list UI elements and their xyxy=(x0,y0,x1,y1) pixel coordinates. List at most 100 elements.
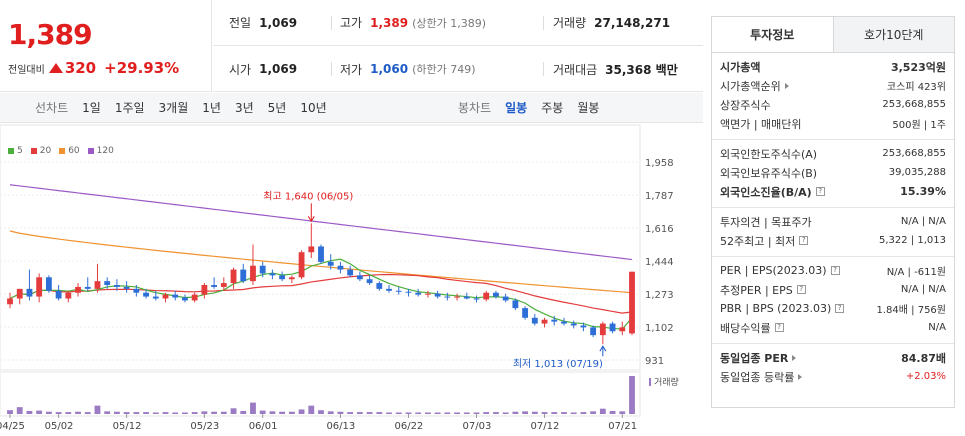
period-3y-button[interactable]: 3년 xyxy=(234,101,254,115)
info-label[interactable]: 동일업종 PER xyxy=(720,351,789,365)
legend-ma20: 20 xyxy=(30,146,51,156)
volume-bar xyxy=(36,410,43,414)
info-row: 동일업종 PER 84.87배 xyxy=(720,348,946,367)
info-label-wrap: 배당수익률? xyxy=(720,320,784,336)
candle-body xyxy=(65,292,72,299)
help-icon[interactable]: ? xyxy=(796,285,806,294)
candle-chart-button[interactable]: 봉차트 xyxy=(458,101,492,115)
x-tick-label: 04/25 xyxy=(0,421,25,432)
help-icon[interactable]: ? xyxy=(799,236,809,245)
info-row: 시가총액순위 코스피 423위 xyxy=(720,76,946,95)
daily-candle-button[interactable]: 일봉 xyxy=(505,101,528,115)
candle-body xyxy=(376,283,383,289)
volume-bar xyxy=(395,412,402,414)
volume-bar xyxy=(162,412,169,414)
candle-body xyxy=(531,317,538,324)
volume-bar xyxy=(551,412,558,414)
period-1w-button[interactable]: 1주일 xyxy=(114,101,145,115)
period-1y-button[interactable]: 1년 xyxy=(202,101,221,115)
help-icon[interactable]: ? xyxy=(774,323,784,332)
arrow-right-icon[interactable] xyxy=(792,354,797,361)
monthly-candle-button[interactable]: 월봉 xyxy=(577,101,600,115)
info-label[interactable]: 추정PER | EPS xyxy=(720,283,793,297)
volume-bar xyxy=(152,412,159,414)
info-label[interactable]: 시가총액순위 xyxy=(720,79,781,93)
candle-body xyxy=(298,252,305,278)
help-icon[interactable]: ? xyxy=(830,266,840,275)
candle-body xyxy=(250,265,256,282)
volume-bar xyxy=(531,411,538,414)
change-value: 320 xyxy=(64,59,97,77)
info-label-wrap: 외국인소진율(B/A)? xyxy=(720,184,825,200)
candle-body xyxy=(347,269,354,276)
candle-body xyxy=(26,288,33,297)
x-tick-label: 05/23 xyxy=(190,421,219,432)
line-chart-button[interactable]: 선차트 xyxy=(35,101,69,115)
help-icon[interactable]: ? xyxy=(835,304,845,313)
tab-order-book[interactable]: 호가10단계 xyxy=(833,17,954,52)
period-10y-button[interactable]: 10년 xyxy=(300,101,327,115)
volume-bar xyxy=(483,412,490,414)
volume-bar xyxy=(279,411,286,414)
volume-bar xyxy=(45,411,52,414)
volume-bar xyxy=(269,411,276,414)
x-tick-label: 07/12 xyxy=(531,421,560,432)
candle-body xyxy=(201,285,208,295)
volume-bar xyxy=(463,412,470,414)
info-label[interactable]: PBR | BPS (2023.03) xyxy=(720,302,832,315)
volume: 거래량 27,148,271 xyxy=(553,15,671,31)
volume-bar xyxy=(599,408,606,414)
arrow-right-icon[interactable] xyxy=(798,373,803,380)
change-percent: +29.93% xyxy=(104,59,180,77)
period-3m-button[interactable]: 3개월 xyxy=(158,101,189,115)
volume-bar xyxy=(366,412,373,414)
info-row: 외국인소진율(B/A)? 15.39% xyxy=(720,182,946,201)
tab-investment-info[interactable]: 투자정보 xyxy=(712,17,834,52)
candle-body xyxy=(182,297,188,301)
candle-chart-group: 봉차트 일봉 주봉 월봉 xyxy=(451,93,606,123)
candle-body xyxy=(483,292,490,300)
candle-body xyxy=(580,325,587,328)
price-box: 1,389 전일대비 320 +29.93% xyxy=(0,0,212,92)
help-icon[interactable]: ? xyxy=(815,187,825,196)
volume-bar xyxy=(288,411,295,414)
y-tick-label: 1,102 xyxy=(645,323,674,334)
candle-body xyxy=(541,319,548,324)
period-1d-button[interactable]: 1일 xyxy=(82,101,101,115)
chart-toolbar: 선차트 1일 1주일 3개월 1년 3년 5년 10년 봉차트 일봉 주봉 월봉 xyxy=(0,93,703,123)
info-label[interactable]: PER | EPS(2023.03) xyxy=(720,264,827,277)
info-label-wrap: PER | EPS(2023.03)? xyxy=(720,264,840,277)
candle-body xyxy=(434,293,441,297)
divider xyxy=(331,62,332,76)
candle-body xyxy=(36,277,43,297)
current-price: 1,389 xyxy=(8,18,93,51)
info-row: 52주최고 | 최저? 5,322 | 1,013 xyxy=(720,231,946,250)
volume-bar xyxy=(376,412,383,414)
volume-bar xyxy=(444,412,451,414)
y-tick-label: 1,273 xyxy=(645,290,674,301)
info-row: 배당수익률? N/A xyxy=(720,318,946,337)
high-arrow-head xyxy=(307,216,315,223)
quote-area: 1,389 전일대비 320 +29.93% 전일 1,069 고가 1,389… xyxy=(0,0,703,432)
info-row-1: 전일 1,069 고가 1,389 (상한가 1,389) 거래량 27,148… xyxy=(213,0,703,46)
volume-bar xyxy=(502,412,509,414)
candle-body xyxy=(502,296,509,301)
info-value: 253,668,855 xyxy=(882,99,946,110)
candle-body xyxy=(191,294,198,301)
candle-body xyxy=(424,293,431,295)
info-label[interactable]: 동일업종 등락률 xyxy=(720,370,795,384)
info-label[interactable]: 52주최고 | 최저 xyxy=(720,234,796,248)
volume-bar xyxy=(123,412,130,414)
volume-bar xyxy=(512,411,519,414)
info-label[interactable]: 배당수익률 xyxy=(720,321,771,335)
volume-bar xyxy=(454,412,460,414)
ma5-line xyxy=(9,258,633,330)
weekly-candle-button[interactable]: 주봉 xyxy=(541,101,564,115)
candle-body xyxy=(590,327,597,336)
candle-body xyxy=(493,292,499,297)
info-row-2: 시가 1,069 저가 1,060 (하한가 749) 거래대금 35,368 … xyxy=(213,46,703,92)
info-label[interactable]: 외국인소진율(B/A) xyxy=(720,185,812,199)
arrow-right-icon[interactable] xyxy=(784,82,789,89)
quote-info-grid: 전일 1,069 고가 1,389 (상한가 1,389) 거래량 27,148… xyxy=(213,0,703,92)
period-5y-button[interactable]: 5년 xyxy=(267,101,287,115)
